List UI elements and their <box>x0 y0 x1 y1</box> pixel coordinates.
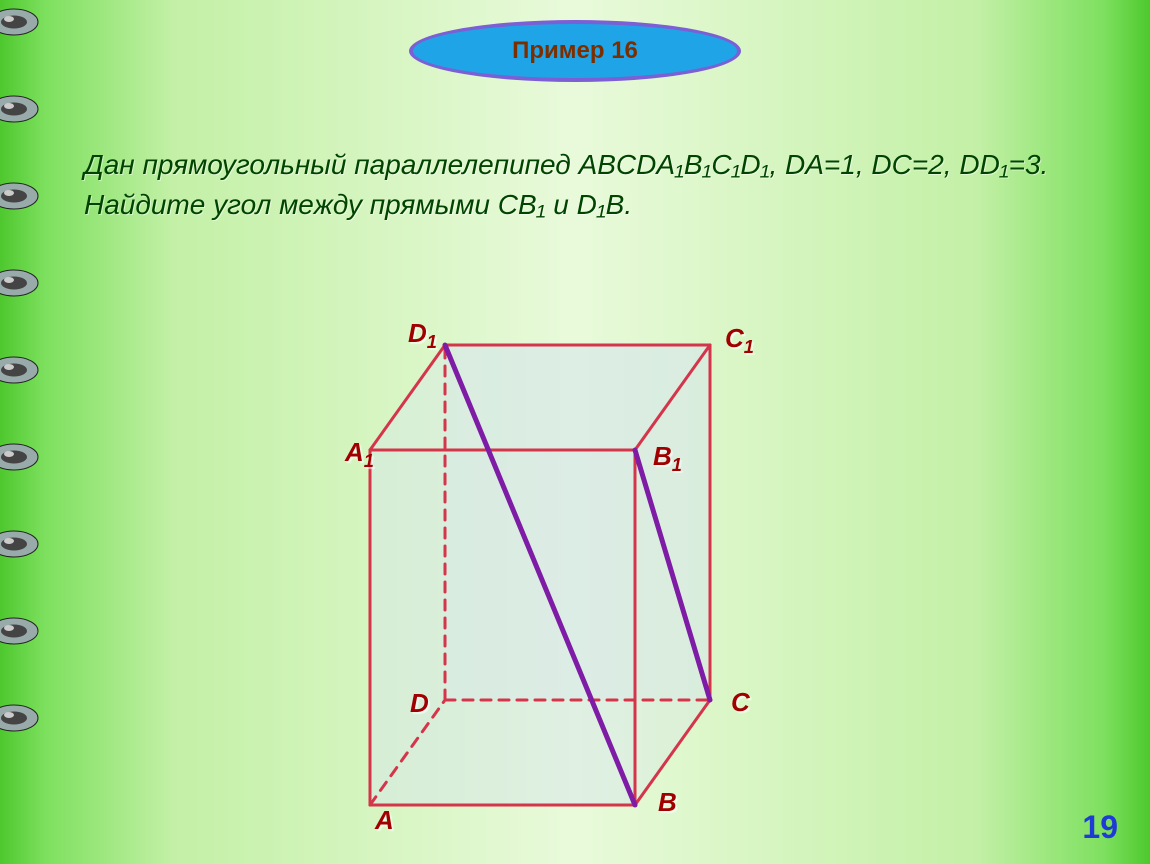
vertex-label: D1 <box>408 318 437 353</box>
title-badge: Пример 16 <box>409 20 741 82</box>
title-text: Пример 16 <box>512 37 638 65</box>
problem-statement: Дан прямоугольный параллелепипед ABCDA₁B… <box>84 145 1090 225</box>
vertex-label: A1 <box>345 437 374 472</box>
parallelepiped-diagram: A B C D A1 B1 C1 D1 <box>275 285 875 845</box>
vertex-label: B <box>658 787 677 818</box>
title-container: Пример 16 <box>0 20 1150 82</box>
vertex-label: C1 <box>725 323 754 358</box>
page-number: 19 <box>1082 809 1118 846</box>
vertex-label: A <box>375 805 394 836</box>
vertex-label: B1 <box>653 441 682 476</box>
spiral-binding <box>0 0 40 864</box>
vertex-label: D <box>410 688 429 719</box>
vertex-label: C <box>731 687 750 718</box>
